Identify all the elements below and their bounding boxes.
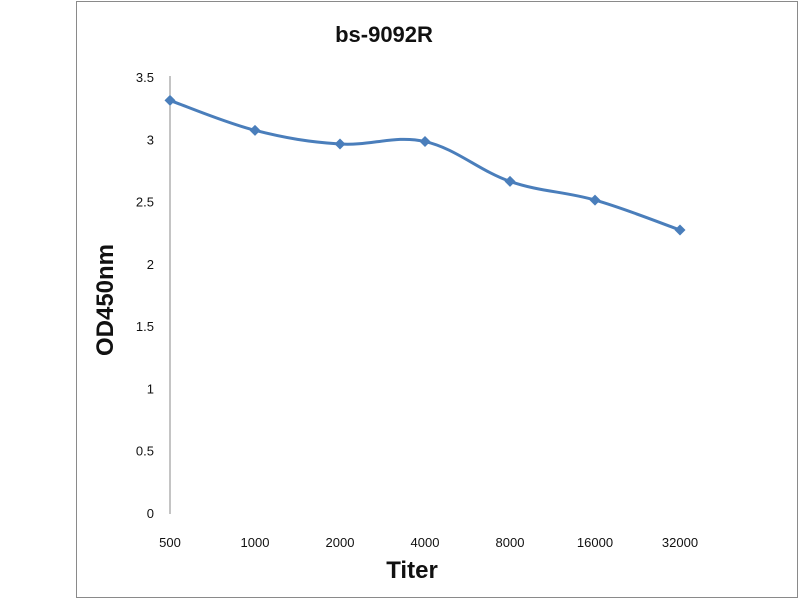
data-point-marker (249, 124, 261, 136)
data-point-marker (674, 224, 686, 236)
data-point-marker (589, 194, 601, 206)
x-tick-label: 8000 (496, 535, 525, 550)
chart-title: bs-9092R (335, 22, 433, 47)
y-tick-label: 1 (147, 381, 154, 396)
data-point-marker (334, 138, 346, 150)
y-tick-label: 0 (147, 506, 154, 521)
y-axis-tick-labels: 0 0.5 1 1.5 2 2.5 3 3.5 (136, 70, 154, 521)
x-tick-label: 4000 (411, 535, 440, 550)
y-tick-label: 2 (147, 257, 154, 272)
x-axis-tick-labels: 500 1000 2000 4000 8000 16000 32000 (159, 535, 698, 550)
y-tick-label: 2.5 (136, 195, 154, 210)
data-point-marker (164, 94, 176, 106)
x-tick-label: 2000 (326, 535, 355, 550)
x-tick-label: 1000 (241, 535, 270, 550)
x-axis-title: Titer (386, 557, 438, 584)
series-line (168, 98, 682, 232)
y-tick-label: 0.5 (136, 444, 154, 459)
y-tick-label: 3.5 (136, 70, 154, 85)
x-tick-label: 16000 (577, 535, 613, 550)
x-tick-label: 32000 (662, 535, 698, 550)
y-axis-title: OD450nm (92, 244, 119, 356)
series-markers (164, 94, 686, 236)
data-point-marker (419, 136, 431, 148)
y-tick-label: 3 (147, 132, 154, 147)
chart-frame (76, 1, 798, 598)
y-tick-label: 1.5 (136, 319, 154, 334)
data-point-marker (504, 175, 516, 187)
x-tick-label: 500 (159, 535, 181, 550)
